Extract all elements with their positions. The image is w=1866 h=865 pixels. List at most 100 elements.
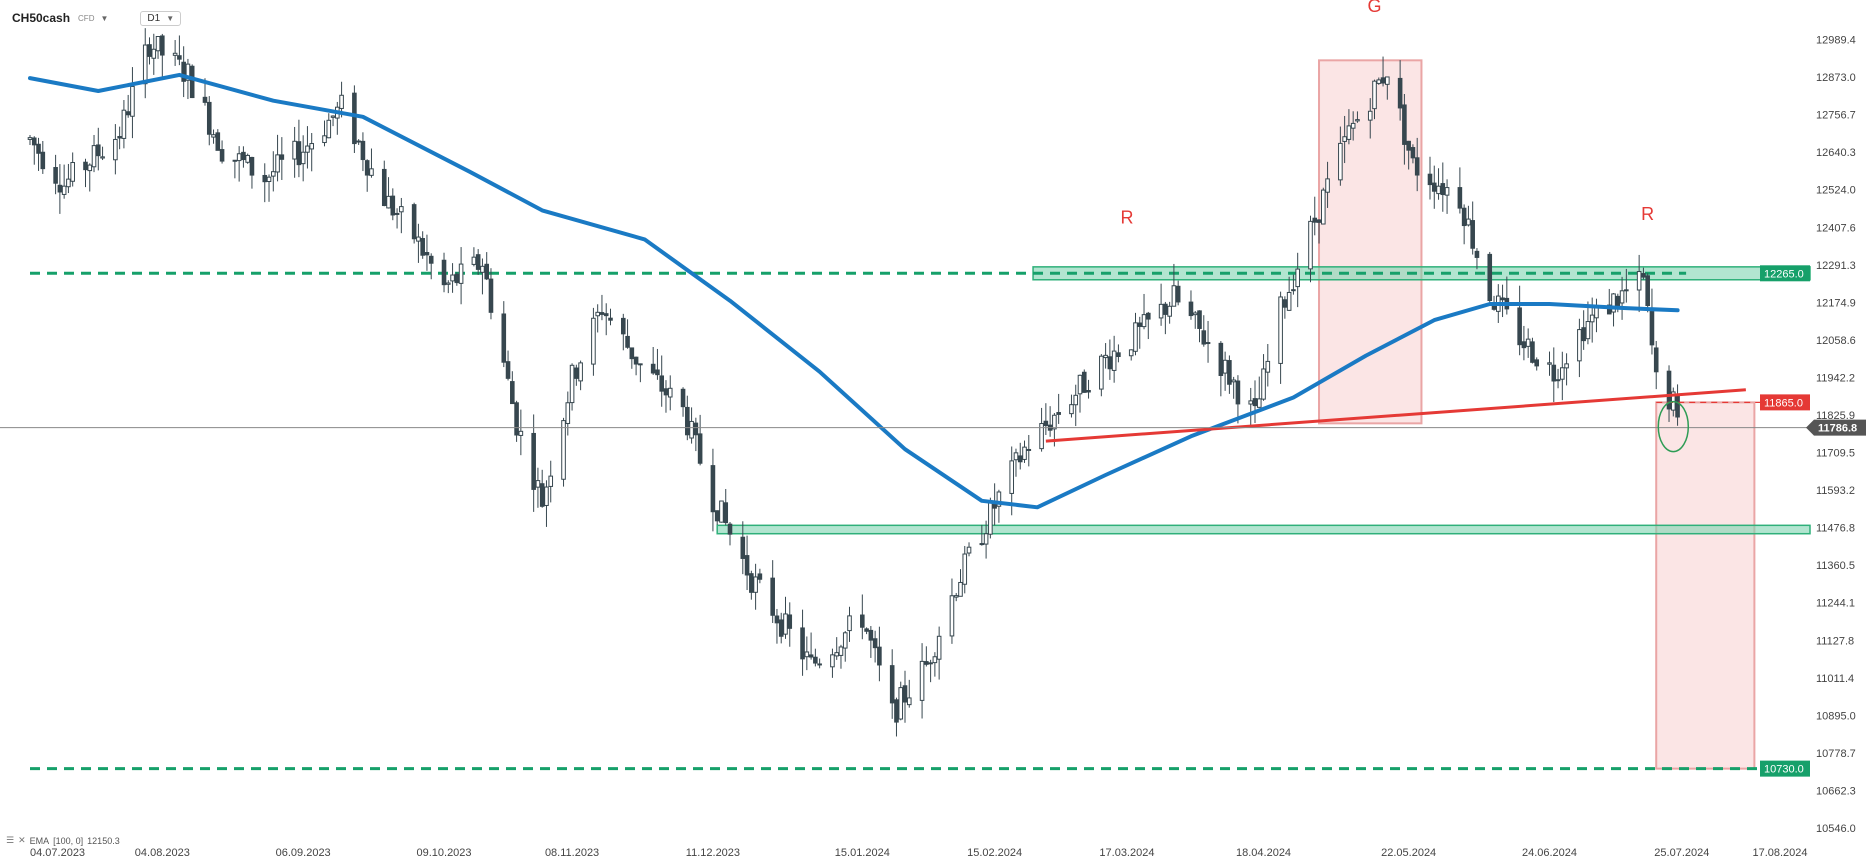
level-tag-neckline: 11865.0 xyxy=(1760,394,1810,411)
candle-bear xyxy=(1431,182,1437,192)
candle-bull xyxy=(1073,394,1079,406)
candle-bear xyxy=(1581,327,1586,342)
y-tick-label: 12989.4 xyxy=(1816,35,1856,47)
candle-bear xyxy=(475,254,481,270)
candle-bear xyxy=(1282,299,1288,308)
candle-bull xyxy=(1444,187,1450,196)
candle-bear xyxy=(1026,448,1032,451)
candle-bear xyxy=(539,483,545,507)
indicator-name: EMA xyxy=(29,835,50,846)
candle-bear xyxy=(1457,187,1463,209)
candle-bear xyxy=(202,96,208,103)
candle-bear xyxy=(352,92,357,145)
candle-bull xyxy=(130,85,135,117)
candle-bull xyxy=(783,613,788,635)
candle-bull xyxy=(305,145,310,153)
candle-bull xyxy=(561,420,566,480)
y-tick-label: 11476.8 xyxy=(1816,523,1855,535)
candle-bear xyxy=(599,312,605,315)
symbol-name[interactable]: CH50cash xyxy=(12,11,71,25)
candle-bear xyxy=(603,313,609,317)
candle-bear xyxy=(1410,147,1416,159)
candle-bear xyxy=(505,361,511,379)
y-tick-label: 12174.9 xyxy=(1816,297,1856,309)
candle-bull xyxy=(1325,178,1330,193)
neckline xyxy=(1045,388,1746,443)
candle-bull xyxy=(61,185,67,195)
candle-bull xyxy=(1355,119,1360,122)
candle-bear xyxy=(1606,304,1612,315)
x-tick-label: 04.07.2023 xyxy=(30,847,85,859)
candle-bull xyxy=(1555,379,1561,382)
y-tick-label: 10546.0 xyxy=(1816,823,1856,835)
candle-bull xyxy=(518,430,524,436)
candle-bear xyxy=(1235,380,1241,405)
candle-bear xyxy=(813,656,818,664)
y-tick-label: 12407.6 xyxy=(1816,222,1856,234)
settings-icon[interactable]: ☰ xyxy=(6,835,15,845)
level-tag-upper-bg xyxy=(1760,265,1810,282)
candle-bear xyxy=(778,619,784,637)
candle-bear xyxy=(441,259,447,286)
candle-bull xyxy=(838,646,844,656)
candle-bear xyxy=(680,388,686,408)
y-tick-label: 11360.5 xyxy=(1816,560,1855,572)
candle-bull xyxy=(1547,362,1552,365)
candle-bear xyxy=(663,388,669,396)
candle-bull xyxy=(1308,220,1313,270)
level-tag-lower: 10730.0 xyxy=(1760,760,1810,777)
candle-bull xyxy=(1560,367,1565,380)
y-tick-label: 12873.0 xyxy=(1816,72,1856,84)
candle-bear xyxy=(501,313,507,363)
candle-bull xyxy=(386,195,391,209)
level-tag-neckline-text: 11865.0 xyxy=(1764,397,1803,409)
y-tick-label: 10778.7 xyxy=(1816,748,1856,760)
candle-bull xyxy=(1466,218,1471,226)
candle-bull xyxy=(578,362,583,382)
candle-bull xyxy=(983,533,989,545)
candle-bear xyxy=(424,252,430,256)
candle-bear xyxy=(360,140,366,161)
y-tick-label: 11825.9 xyxy=(1816,410,1855,422)
candle-bull xyxy=(142,44,148,85)
candle-bull xyxy=(1192,312,1198,316)
symbol-dropdown-icon[interactable]: ▼ xyxy=(100,13,109,23)
candle-bear xyxy=(864,628,869,632)
candle-bull xyxy=(275,154,280,173)
candle-bear xyxy=(125,111,131,116)
candle-bear xyxy=(860,614,865,628)
candle-bear xyxy=(620,317,626,335)
candle-bull xyxy=(1158,303,1164,319)
candle-bull xyxy=(919,660,925,701)
x-tick-label: 06.09.2023 xyxy=(276,847,331,859)
timeframe-select[interactable]: D1 ▼ xyxy=(140,10,182,26)
candle-bear xyxy=(484,263,490,280)
candle-bull xyxy=(1265,360,1271,373)
candle-bear xyxy=(1056,412,1061,415)
candle-bull xyxy=(966,546,972,554)
candle-bear xyxy=(1197,310,1202,329)
level-tag-lower-bg xyxy=(1760,760,1810,777)
candle-bear xyxy=(1414,157,1420,176)
candle-bear xyxy=(160,35,165,56)
candle-bear xyxy=(1201,330,1207,345)
y-tick-label: 11244.1 xyxy=(1816,598,1855,610)
target-box xyxy=(1655,401,1756,770)
candle-bull xyxy=(1256,398,1262,408)
candle-bear xyxy=(1252,398,1258,407)
candle-bull xyxy=(1286,291,1292,311)
level-tag-upper-text: 12265.0 xyxy=(1764,268,1804,280)
candle-bear xyxy=(1402,104,1407,145)
candle-bear xyxy=(924,661,929,665)
candle-bear xyxy=(1397,77,1403,109)
candle-bear xyxy=(1666,370,1672,410)
candle-bull xyxy=(1231,379,1236,383)
current-price-tag-bg xyxy=(1806,419,1866,436)
close-icon[interactable]: ✕ xyxy=(18,835,26,845)
candle-bear xyxy=(488,278,494,313)
candle-bull xyxy=(1376,79,1382,84)
candle-bear xyxy=(787,614,793,629)
pattern-label-r: R xyxy=(1641,204,1654,224)
candle-bear xyxy=(189,65,195,99)
